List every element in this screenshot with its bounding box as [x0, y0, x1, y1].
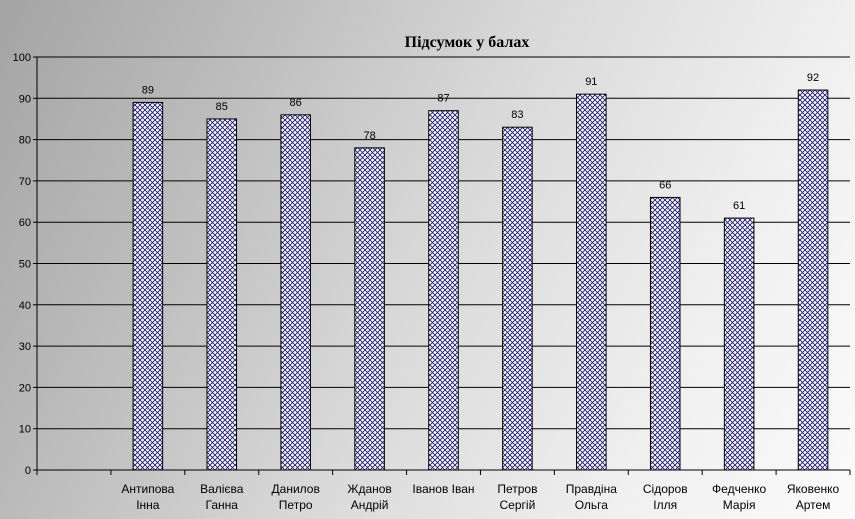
y-tick-label: 30 [19, 341, 31, 353]
x-tick-label: Артем [796, 498, 831, 512]
x-tick-label: Петро [279, 498, 313, 512]
data-labels: 89 85 86 78 87 83 91 66 61 92 [142, 72, 819, 212]
x-tick-label: Жданов [347, 482, 391, 496]
x-tick-label: Правдіна [566, 482, 618, 496]
x-tick-label: Ілля [653, 498, 677, 512]
x-tick-label: Антипова [121, 482, 174, 496]
data-label: 66 [659, 179, 671, 191]
bar [723, 217, 755, 471]
bar [502, 126, 533, 471]
data-label: 91 [585, 76, 597, 88]
x-tick-label: Інна [136, 498, 160, 512]
y-axis-ticks: 0 10 20 30 40 50 60 70 80 90 100 [13, 52, 37, 477]
chart-title: Підсумок у балах [405, 34, 530, 51]
x-tick-label: Андрій [351, 498, 389, 512]
y-tick-label: 60 [19, 217, 31, 229]
data-label: 85 [216, 101, 228, 113]
bar [797, 89, 829, 471]
data-label: 83 [511, 109, 523, 121]
bar [576, 93, 607, 471]
x-tick-label: Данилов [272, 482, 320, 496]
data-label: 86 [290, 97, 302, 109]
y-tick-label: 90 [19, 93, 31, 105]
y-tick-label: 80 [19, 135, 31, 147]
data-label: 61 [733, 200, 745, 212]
bar [649, 196, 681, 471]
y-tick-label: 40 [19, 300, 31, 312]
y-tick-label: 100 [13, 52, 31, 64]
data-label: 78 [363, 130, 375, 142]
bars [132, 89, 829, 471]
x-tick-label: Марія [723, 498, 756, 512]
x-tick-label: Ганна [206, 498, 239, 512]
x-tick-label: Сідоров [643, 482, 688, 496]
y-tick-label: 10 [19, 424, 31, 436]
y-tick-label: 20 [19, 382, 31, 394]
x-tick-label: Петров [497, 482, 537, 496]
x-tick-label: Яковенко [787, 482, 840, 496]
x-tick-label: Федченко [712, 482, 766, 496]
y-tick-label: 0 [25, 465, 31, 477]
y-tick-label: 50 [19, 259, 31, 271]
x-tick-label: Сергій [500, 498, 536, 512]
x-tick-label: Ольга [575, 498, 609, 512]
bar [206, 118, 238, 471]
x-tick-label: Валієва [200, 482, 244, 496]
y-tick-label: 70 [19, 176, 31, 188]
bar [354, 147, 385, 471]
bar [132, 101, 164, 471]
x-axis-labels: Антипова Інна Валієва Ганна Данилов Петро Ждан… [121, 482, 839, 512]
data-label: 87 [437, 93, 449, 105]
x-tick-label: Іванов Іван [412, 482, 474, 496]
data-label: 89 [142, 84, 154, 96]
bar [280, 114, 311, 471]
bar [428, 110, 459, 471]
data-label: 92 [807, 72, 819, 84]
